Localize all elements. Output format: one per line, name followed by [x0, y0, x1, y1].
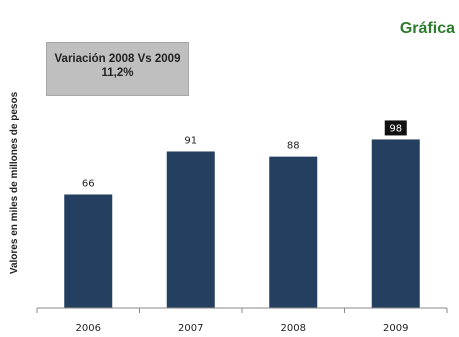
data-labels-group: 66 91 88 98	[82, 120, 407, 189]
x-tick-label-2008: 2008	[281, 323, 306, 334]
data-label-2006: 66	[82, 178, 95, 189]
bar-2007	[166, 151, 215, 308]
data-label-2008: 88	[287, 141, 300, 152]
y-axis-label: Valores en miles de millones de pesos	[9, 91, 20, 274]
bar-2008	[269, 156, 318, 308]
bar-2009	[371, 139, 420, 308]
x-tick-labels-group: 2006 2007 2008 2009	[76, 323, 409, 334]
chart-title: Gráfica	[399, 20, 455, 37]
data-label-2007: 91	[184, 135, 197, 146]
data-label-highlight-bg	[384, 120, 407, 136]
x-tick-label-2009: 2009	[383, 323, 408, 334]
variation-label: Variación 2008 Vs 2009	[54, 53, 181, 65]
x-tick-label-2007: 2007	[178, 323, 203, 334]
data-label-2009: 98	[389, 123, 402, 134]
variation-value: 11,2%	[101, 67, 134, 79]
bars-group	[64, 139, 420, 308]
bar-2006	[64, 194, 113, 308]
variation-summary-box: Variación 2008 Vs 2009 11,2%	[46, 42, 189, 96]
x-ticks-group	[36, 308, 448, 313]
x-tick-label-2006: 2006	[76, 323, 101, 334]
